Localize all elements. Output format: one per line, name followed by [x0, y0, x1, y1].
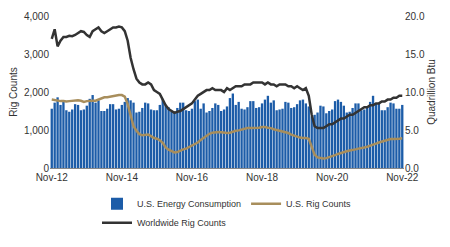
svg-text:10.0: 10.0 [405, 87, 425, 98]
svg-text:Nov-20: Nov-20 [316, 172, 349, 183]
svg-text:Nov-14: Nov-14 [106, 172, 139, 183]
svg-text:Worldwide Rig Counts: Worldwide Rig Counts [137, 218, 226, 228]
svg-text:5.0: 5.0 [405, 125, 419, 136]
svg-text:0.0: 0.0 [405, 163, 419, 174]
svg-text:U.S. Energy Consumption: U.S. Energy Consumption [137, 199, 241, 209]
svg-text:Nov-18: Nov-18 [246, 172, 279, 183]
svg-text:0: 0 [43, 163, 49, 174]
svg-text:2,000: 2,000 [24, 87, 49, 98]
svg-text:U.S. Rig Counts: U.S. Rig Counts [286, 199, 351, 209]
svg-text:Rig Counts: Rig Counts [8, 67, 19, 116]
svg-text:Quadrillion Btu: Quadrillion Btu [426, 59, 437, 125]
svg-text:Nov-12: Nov-12 [36, 172, 69, 183]
svg-text:Nov-22: Nov-22 [386, 172, 419, 183]
svg-text:4,000: 4,000 [24, 11, 49, 22]
svg-text:20.0: 20.0 [405, 11, 425, 22]
svg-text:1,000: 1,000 [24, 125, 49, 136]
svg-text:3,000: 3,000 [24, 49, 49, 60]
svg-text:Nov-16: Nov-16 [176, 172, 209, 183]
svg-text:15.0: 15.0 [405, 49, 425, 60]
